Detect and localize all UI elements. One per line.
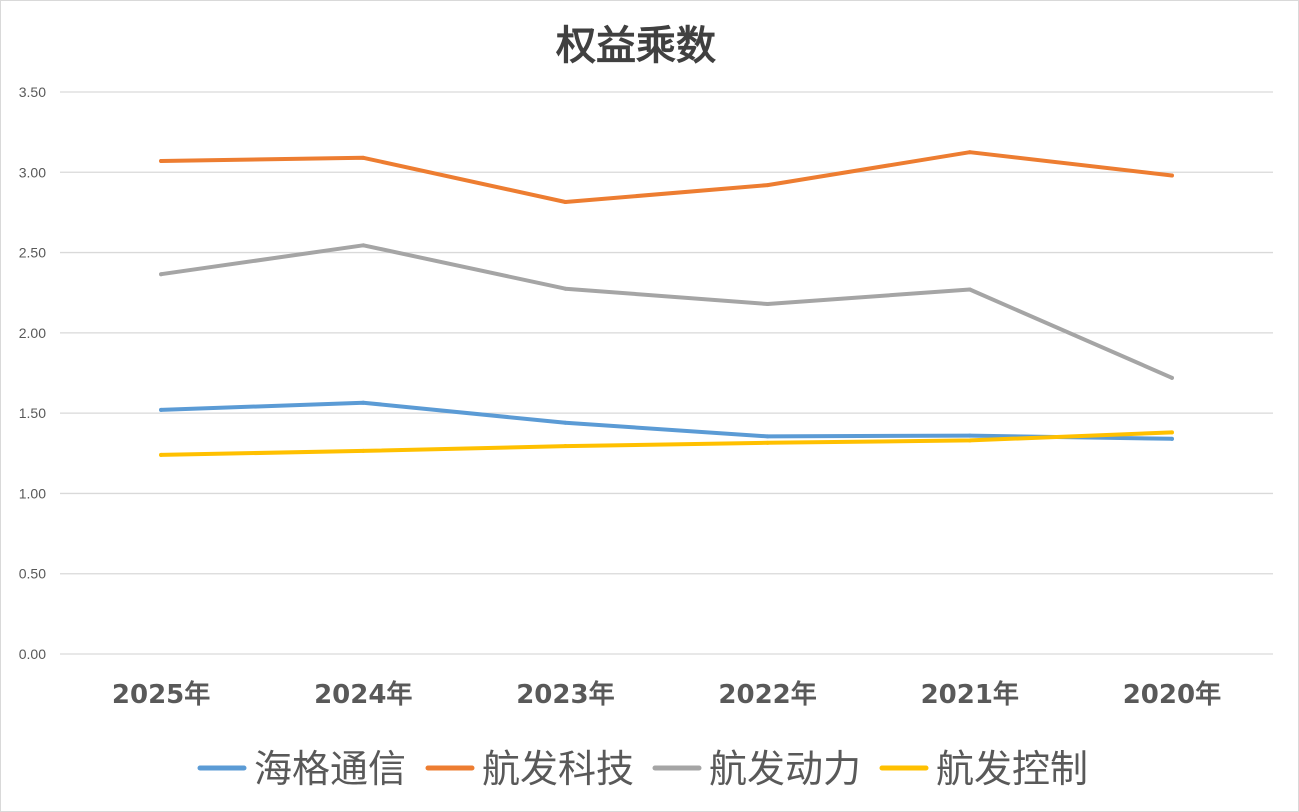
- series-line: [159, 430, 1174, 457]
- series-line: [159, 400, 1174, 441]
- y-tick-label: 3.00: [19, 164, 46, 180]
- legend-label: 航发控制: [936, 747, 1088, 791]
- y-tick-label: 1.50: [19, 405, 46, 421]
- data-point: [967, 438, 972, 443]
- data-point: [361, 400, 366, 405]
- x-tick-label: 2025年: [112, 679, 210, 710]
- gridlines: [60, 91, 1273, 655]
- y-tick-label: 2.50: [19, 245, 46, 261]
- chart-title: 权益乘数: [555, 23, 716, 69]
- y-tick-label: 0.00: [19, 646, 46, 662]
- data-point: [1169, 436, 1174, 441]
- data-point: [159, 452, 164, 457]
- x-tick-label: 2020年: [1123, 679, 1221, 710]
- x-tick-label: 2021年: [921, 679, 1019, 710]
- data-point: [765, 183, 770, 188]
- data-point: [563, 420, 568, 425]
- data-point: [159, 407, 164, 412]
- data-point: [159, 159, 164, 164]
- data-point: [361, 155, 366, 160]
- series-line: [159, 243, 1174, 380]
- x-tick-label: 2023年: [516, 679, 614, 710]
- x-tick-label: 2024年: [314, 679, 412, 710]
- y-tick-label: 3.50: [19, 84, 46, 100]
- data-point: [563, 286, 568, 291]
- legend-label: 航发科技: [482, 747, 634, 791]
- x-tick-label: 2022年: [718, 679, 816, 710]
- data-point: [1169, 430, 1174, 435]
- legend-label: 海格通信: [254, 747, 406, 791]
- y-axis-ticks: 0.00 0.50 1.00 1.50 2.00 2.50 3.00 3.50: [19, 84, 46, 662]
- data-point: [967, 150, 972, 155]
- data-point: [361, 448, 366, 453]
- series-lines: [159, 150, 1174, 457]
- data-point: [967, 287, 972, 292]
- series-line: [159, 150, 1174, 204]
- x-axis-ticks: 2025年 2024年 2023年 2022年 2021年 2020年: [112, 679, 1221, 710]
- data-point: [361, 243, 366, 248]
- data-point: [563, 199, 568, 204]
- data-point: [159, 272, 164, 277]
- y-tick-label: 0.50: [19, 566, 46, 582]
- data-point: [563, 444, 568, 449]
- legend: 海格通信 航发科技 航发动力 航发控制: [197, 747, 1088, 791]
- data-point: [1169, 375, 1174, 380]
- data-point: [1169, 173, 1174, 178]
- data-point: [765, 434, 770, 439]
- data-point: [765, 440, 770, 445]
- y-tick-label: 1.00: [19, 485, 46, 501]
- data-point: [765, 301, 770, 306]
- y-tick-label: 2.00: [19, 325, 46, 341]
- legend-label: 航发动力: [709, 747, 861, 791]
- data-point: [967, 433, 972, 438]
